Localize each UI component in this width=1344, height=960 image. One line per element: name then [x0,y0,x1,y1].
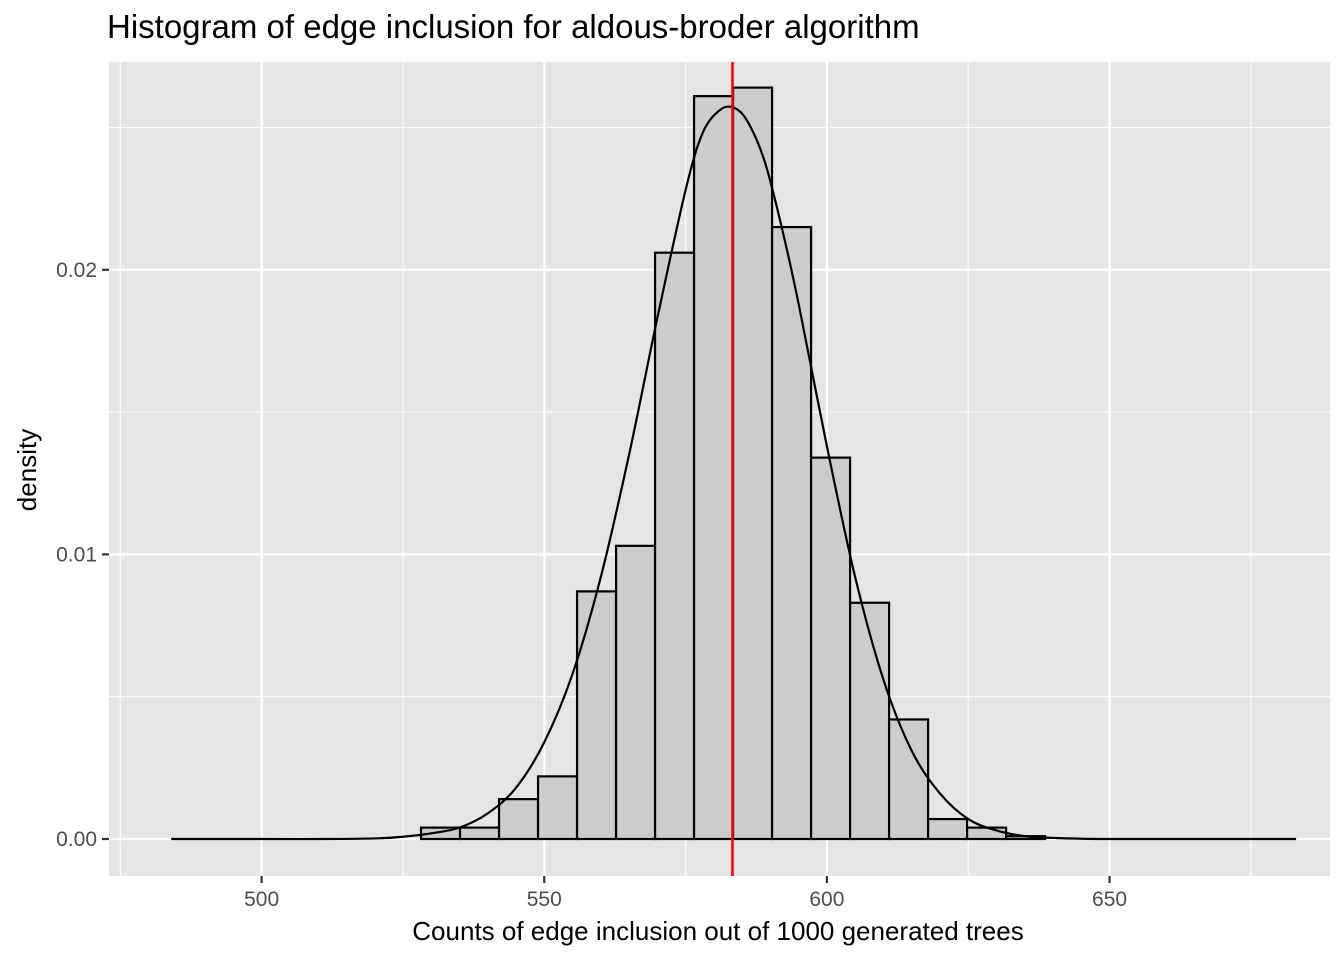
histogram-bar [887,718,930,841]
x-axis-title: Counts of edge inclusion out of 1000 gen… [412,916,1023,946]
histogram-bar [458,826,501,841]
histogram-bar [731,86,774,841]
histogram-bar [614,544,657,841]
x-tick-label: 600 [809,888,844,911]
histogram-bar [497,798,540,841]
histogram-bar [575,590,618,841]
x-tick-label: 500 [244,888,279,911]
y-tick-label: 0.02 [56,259,97,282]
histogram-bar [653,251,696,841]
histogram-bar [536,775,579,841]
histogram-bars [419,86,1047,841]
histogram-bar [692,95,735,841]
histogram-bar [926,817,969,841]
histogram-bar [848,601,891,841]
x-tick-label: 550 [527,888,562,911]
y-tick-label: 0.01 [56,543,97,566]
y-axis-title: density [12,429,42,511]
histogram-bar [965,826,1008,841]
density-curve [171,105,1297,841]
y-tick-label: 0.00 [56,828,97,851]
histogram-bar [809,456,852,841]
histogram-bar [770,225,813,841]
chart-title: Histogram of edge inclusion for aldous-b… [107,8,920,45]
x-tick-label: 650 [1092,888,1127,911]
x-axis: 500 550 600 650 [244,876,1127,911]
y-axis: 0.00 0.01 0.02 [56,259,109,851]
